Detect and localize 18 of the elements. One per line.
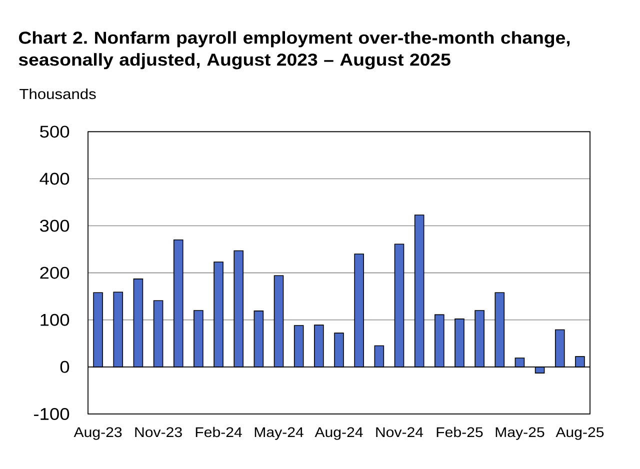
y-tick-label: -100 (34, 408, 70, 420)
y-tick-label: 500 (40, 126, 70, 138)
x-tick-label: May-24 (254, 427, 304, 440)
y-axis-title: Thousands (20, 88, 96, 100)
y-tick-label: 0 (60, 360, 70, 373)
y-tick-label: 200 (40, 266, 70, 279)
x-tick-label: Aug-25 (556, 427, 604, 440)
chart-title: Chart 2. Nonfarm payroll employment over-the-month change, seasonally adjusted, August 2023 – August 2025 (18, 31, 570, 70)
y-tick-label: 100 (40, 314, 70, 326)
x-tick-label: Aug-24 (314, 427, 363, 440)
x-tick-label: Nov-23 (135, 427, 182, 438)
y-tick-label: 400 (40, 172, 70, 185)
x-tick-label: Nov-24 (376, 427, 424, 438)
y-tick-label: 300 (40, 220, 70, 232)
x-tick-label: May-25 (496, 427, 544, 440)
x-tick-label: Feb-25 (436, 426, 483, 438)
x-tick-label: Feb-24 (196, 426, 242, 438)
x-tick-label: Aug-23 (74, 427, 122, 440)
